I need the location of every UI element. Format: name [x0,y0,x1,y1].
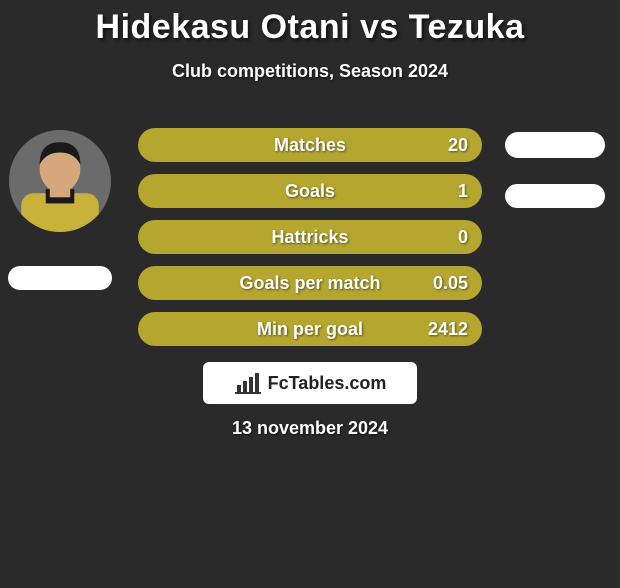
stat-value-right: 1 [458,174,468,208]
stat-label: Goals [138,174,482,208]
player-left-column [0,8,120,290]
stat-value-right: 2412 [428,312,468,346]
stat-label: Matches [138,128,482,162]
logo-text: FcTables.com [268,373,387,394]
fctables-logo: FcTables.com [203,362,417,404]
bar-chart-icon [234,371,262,395]
stat-value-right: 0 [458,220,468,254]
stat-bar: Min per goal2412 [138,312,482,346]
stat-value-right: 20 [448,128,468,162]
avatar-illustration [9,130,111,232]
stat-bar: Matches20 [138,128,482,162]
stat-value-right: 0.05 [433,266,468,300]
player-right-pill-2 [505,184,605,208]
stat-label: Hattricks [138,220,482,254]
player-right-pill-1 [505,132,605,158]
stats-bars: Matches20 Goals1 Hattricks0 Goals per match… [138,128,482,358]
player-right-column [490,8,620,208]
player-left-avatar [9,130,111,232]
player-left-name-pill [8,266,112,290]
footer-date: 13 november 2024 [0,418,620,439]
stat-bar: Goals per match0.05 [138,266,482,300]
stat-bar: Hattricks0 [138,220,482,254]
stat-label: Goals per match [138,266,482,300]
stat-bar: Goals1 [138,174,482,208]
